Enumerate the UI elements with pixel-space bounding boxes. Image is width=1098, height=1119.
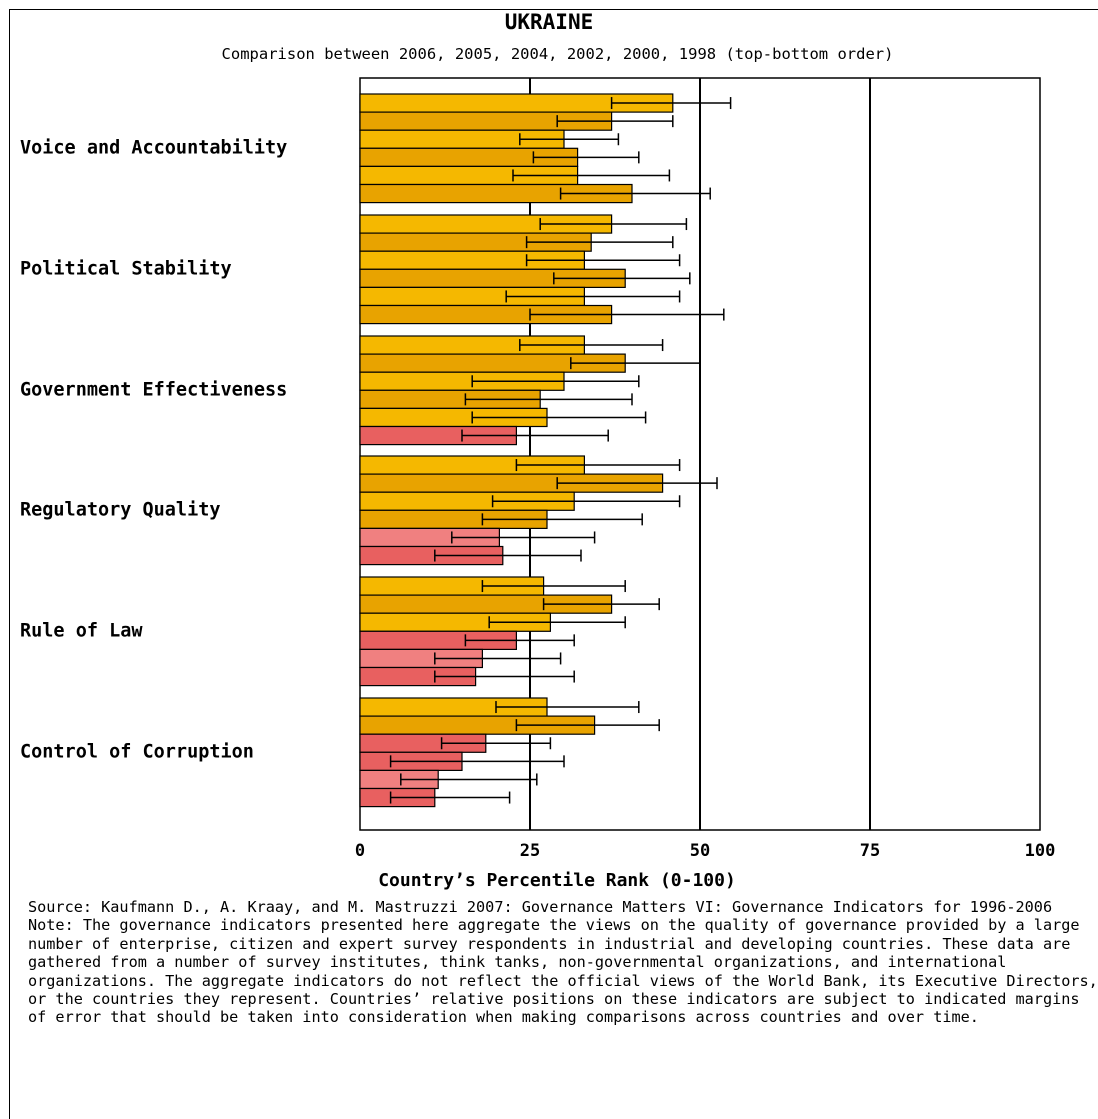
category-label: Government Effectiveness bbox=[20, 379, 287, 400]
chart-frame bbox=[9, 9, 1098, 1119]
source-text: Source: Kaufmann D., A. Kraay, and M. Ma… bbox=[28, 898, 1053, 916]
chart-title: UKRAINE bbox=[504, 10, 594, 34]
category-label: Political Stability bbox=[20, 258, 232, 279]
note-text: Note: The governance indicators presente… bbox=[28, 916, 1098, 1027]
footer-notes: Source: Kaufmann D., A. Kraay, and M. Ma… bbox=[28, 898, 1098, 1027]
category-label: Rule of Law bbox=[20, 620, 143, 641]
x-tick-label: 75 bbox=[860, 841, 880, 861]
category-label: Control of Corruption bbox=[20, 741, 254, 762]
category-label: Regulatory Quality bbox=[20, 499, 220, 520]
chart-subtitle: Comparison between 2006, 2005, 2004, 200… bbox=[221, 45, 894, 63]
x-tick-label: 0 bbox=[355, 841, 365, 861]
category-label: Voice and Accountability bbox=[20, 137, 287, 158]
x-tick-label: 100 bbox=[1025, 841, 1056, 861]
x-tick-label: 25 bbox=[520, 841, 540, 861]
bar-chart: Voice and Accountability Political Stabil… bbox=[20, 77, 1056, 891]
x-axis-label: Country’s Percentile Rank (0-100) bbox=[378, 870, 736, 891]
x-tick-label: 50 bbox=[690, 841, 710, 861]
